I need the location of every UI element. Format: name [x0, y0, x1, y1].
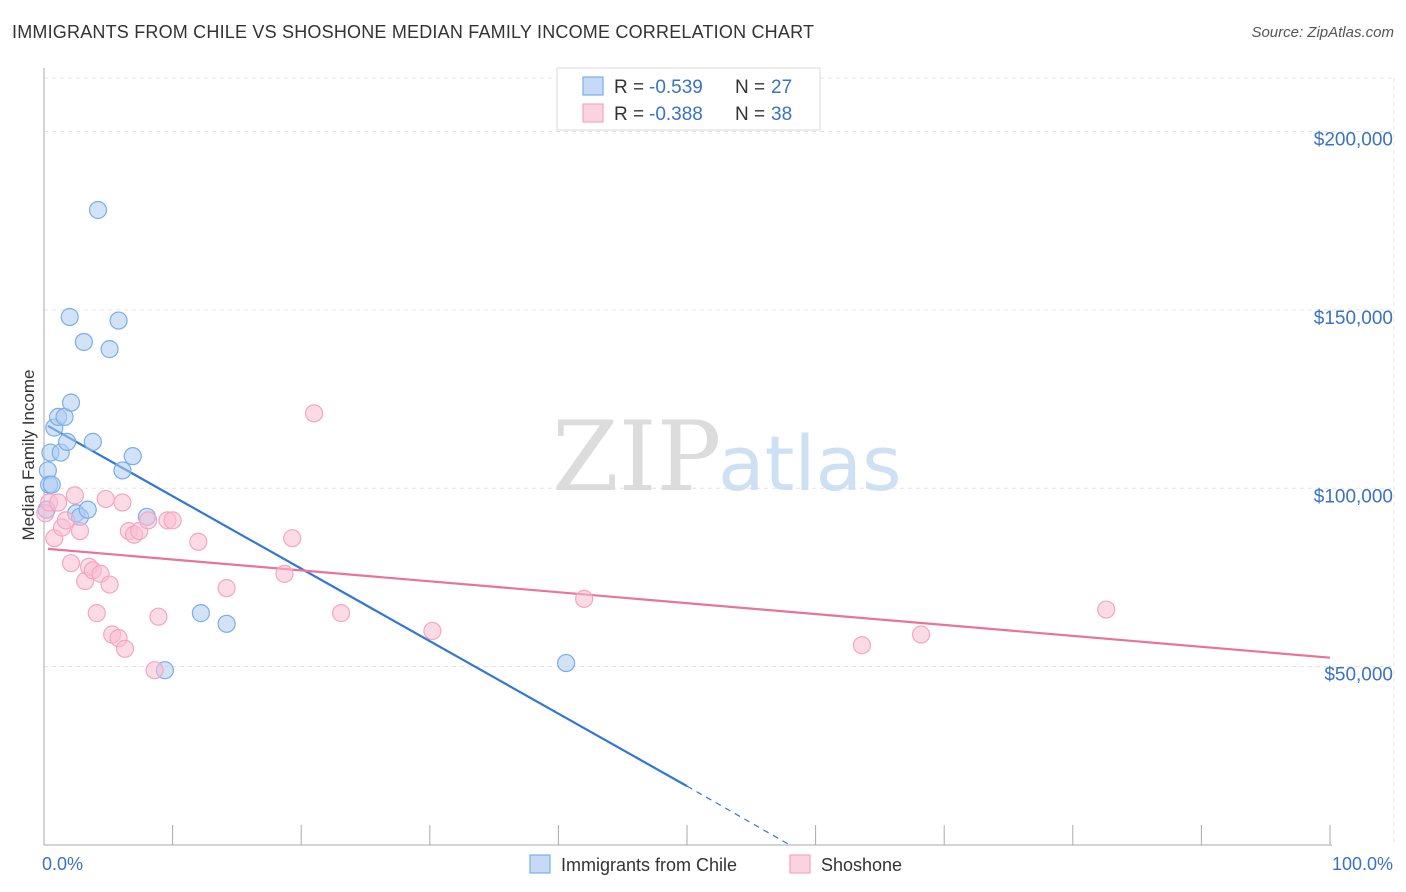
- point-shoshone: [575, 589, 594, 608]
- legend-r-chile: -0.539: [649, 77, 703, 98]
- legend-box: R = -0.539 N = 27 R = -0.388 N = 38: [556, 67, 821, 131]
- x-tick-label: 0.0%: [42, 854, 83, 874]
- y-tick-label: $100,000: [1314, 486, 1393, 507]
- trend-lines: [47, 424, 1331, 846]
- svg-text:N =: N =: [735, 104, 765, 125]
- point-chile: [100, 340, 119, 359]
- legend-n-shoshone: 38: [771, 104, 792, 125]
- y-tick-label: $50,000: [1324, 665, 1393, 686]
- point-shoshone: [331, 604, 351, 623]
- point-shoshone: [145, 661, 164, 680]
- point-shoshone: [189, 532, 208, 551]
- point-shoshone: [56, 511, 75, 530]
- point-shoshone: [304, 404, 324, 423]
- point-chile: [123, 447, 142, 466]
- svg-text:R =: R =: [614, 104, 644, 125]
- x-tick-label: 100.0%: [1332, 854, 1393, 874]
- bottom-legend-swatch-shoshone: [789, 854, 811, 874]
- point-shoshone: [1097, 600, 1116, 619]
- legend-n-chile: 27: [771, 77, 792, 98]
- point-chile: [61, 393, 81, 412]
- x-tick-labels: 0.0% 100.0%: [42, 854, 1393, 874]
- point-chile: [74, 332, 93, 352]
- bottom-legend-swatch-chile: [529, 854, 551, 874]
- trend-line-chile-extension: [686, 785, 791, 846]
- point-shoshone: [115, 639, 135, 658]
- point-chile: [191, 604, 210, 623]
- point-chile: [113, 461, 132, 480]
- point-chile: [217, 614, 236, 633]
- y-tick-label: $150,000: [1314, 308, 1393, 329]
- point-chile: [109, 311, 128, 330]
- point-shoshone: [113, 493, 132, 512]
- point-shoshone: [61, 554, 81, 573]
- watermark-atlas: atlas: [718, 419, 902, 508]
- point-shoshone: [911, 625, 931, 644]
- y-tick-label: $200,000: [1314, 130, 1393, 151]
- point-shoshone: [283, 529, 302, 548]
- bottom-legend-label-shoshone: Shoshone: [821, 855, 902, 875]
- point-chile: [58, 432, 77, 451]
- point-chile: [557, 653, 576, 673]
- y-tick-labels: $50,000 $100,000 $150,000 $200,000: [1314, 130, 1393, 686]
- point-shoshone: [49, 493, 68, 512]
- bottom-legend-label-chile: Immigrants from Chile: [561, 855, 737, 875]
- trend-line-chile: [47, 424, 688, 788]
- chart-title: IMMIGRANTS FROM CHILE VS SHOSHONE MEDIAN…: [12, 22, 815, 42]
- axes: [43, 68, 1332, 846]
- point-chile: [42, 475, 61, 494]
- point-shoshone: [852, 636, 871, 655]
- point-chile: [60, 307, 79, 327]
- watermark: ZIP atlas: [552, 401, 902, 513]
- point-shoshone: [163, 511, 182, 530]
- data-points: [36, 200, 1116, 680]
- source-note: Source: ZipAtlas.com: [1251, 24, 1394, 41]
- point-shoshone: [149, 607, 168, 626]
- bottom-legend: Immigrants from Chile Shoshone: [529, 854, 902, 875]
- svg-text:R =: R =: [614, 77, 644, 98]
- point-shoshone: [423, 621, 442, 641]
- point-shoshone: [139, 511, 158, 530]
- legend-r-shoshone: -0.388: [649, 104, 703, 125]
- point-shoshone: [96, 489, 115, 509]
- watermark-zip: ZIP: [552, 401, 721, 513]
- point-chile: [88, 200, 108, 220]
- point-shoshone: [100, 575, 119, 594]
- point-shoshone: [65, 486, 84, 505]
- point-shoshone: [87, 604, 106, 623]
- point-chile: [78, 500, 97, 519]
- trend-line-shoshone: [47, 547, 1331, 659]
- point-chile: [83, 432, 102, 451]
- svg-text:N =: N =: [735, 77, 765, 98]
- legend-swatch-chile: [582, 76, 604, 96]
- point-shoshone: [217, 579, 236, 598]
- point-shoshone: [70, 521, 90, 541]
- y-axis-label: Median Family Income: [19, 369, 38, 540]
- legend-swatch-shoshone: [582, 103, 604, 123]
- point-shoshone: [275, 564, 294, 583]
